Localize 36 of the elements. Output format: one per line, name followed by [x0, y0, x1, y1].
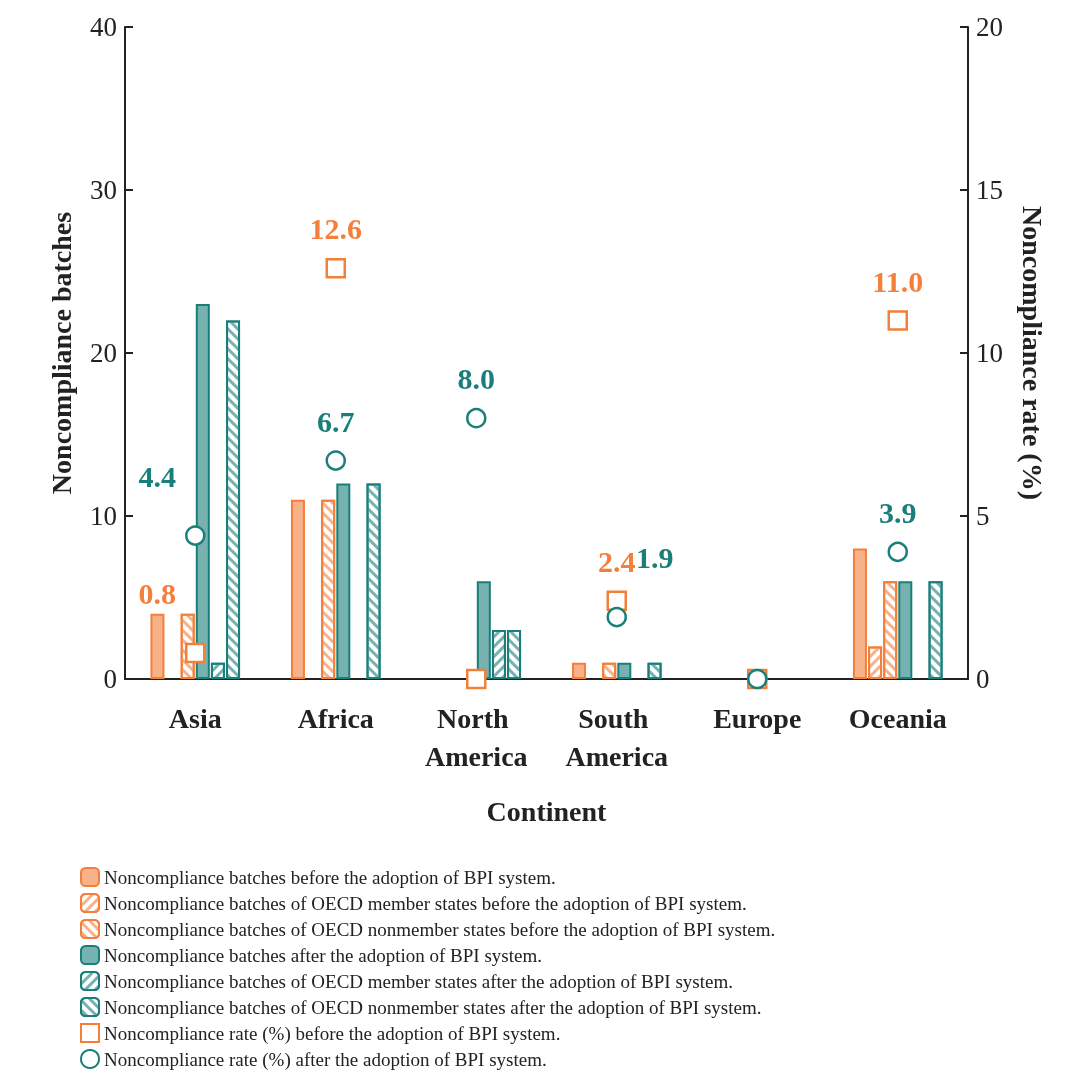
data-label: 0.8	[138, 577, 176, 611]
data-label: 4.4	[138, 459, 176, 493]
y2-tick-label: 5	[976, 501, 990, 531]
y2-tick-label: 20	[976, 12, 1003, 42]
y-tick-label: 20	[90, 338, 117, 368]
y2-axis-title: Noncompliance rate (%)	[1016, 206, 1048, 500]
x-tick-label: Africa	[297, 702, 374, 734]
legend-label: Noncompliance batches of OECD member states before the adoption of BPI system.	[104, 892, 747, 914]
data-label: 8.0	[457, 362, 495, 396]
data-label: 11.0	[872, 264, 924, 298]
data-label: 3.9	[879, 496, 917, 530]
y2-tick-label: 15	[976, 175, 1003, 205]
y2-tick-label: 10	[976, 338, 1003, 368]
legend-label: Noncompliance batches of OECD member states after the adoption of BPI system.	[104, 970, 733, 992]
x-axis-title: Continent	[486, 795, 608, 827]
legend-label: Noncompliance batches before the adoption of BPI system.	[104, 866, 556, 888]
x-tick-label: North America	[424, 702, 528, 772]
y2-tick-label: 0	[976, 664, 990, 694]
legend-label: Noncompliance batches of OECD nonmember states before the adoption of BPI system.	[104, 918, 776, 940]
legend-label: Noncompliance rate (%) after the adoption of BPI system.	[104, 1048, 547, 1071]
y-tick-label: 40	[90, 12, 117, 42]
y-tick-label: 30	[90, 175, 117, 205]
data-label: 12.6	[309, 212, 362, 246]
x-tick-label: Oceania	[848, 702, 947, 734]
data-label: 2.4	[598, 545, 636, 579]
y-tick-label: 0	[103, 664, 117, 694]
x-tick-label: Asia	[168, 702, 222, 734]
data-label: 6.7	[317, 404, 355, 438]
legend-label: Noncompliance batches of OECD nonmember states after the adoption of BPI system.	[104, 996, 762, 1018]
y-axis-title: Noncompliance batches	[45, 211, 77, 495]
data-label: 1.9	[636, 541, 674, 575]
x-tick-label: South America	[565, 702, 669, 772]
x-tick-label: Europe	[713, 702, 802, 734]
y-tick-label: 10	[90, 501, 117, 531]
legend-label: Noncompliance rate (%) before the adoption of BPI system.	[104, 1022, 561, 1045]
legend-label: Noncompliance batches after the adoption of BPI system.	[104, 944, 542, 966]
